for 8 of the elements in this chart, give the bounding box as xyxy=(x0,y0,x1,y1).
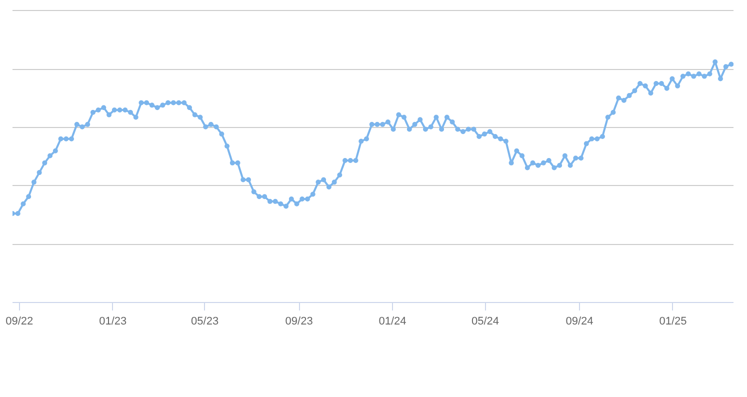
x-tick-label: 01/25 xyxy=(659,316,687,328)
x-tick-label: 09/23 xyxy=(285,316,313,328)
x-tick-label: 09/24 xyxy=(566,316,594,328)
x-tick-label: 09/22 xyxy=(6,316,34,328)
x-tick-label: 01/23 xyxy=(99,316,127,328)
x-tick-label: 05/24 xyxy=(471,316,500,328)
x-tick-label: 05/23 xyxy=(191,316,219,328)
x-tick-label: 01/24 xyxy=(378,316,406,328)
